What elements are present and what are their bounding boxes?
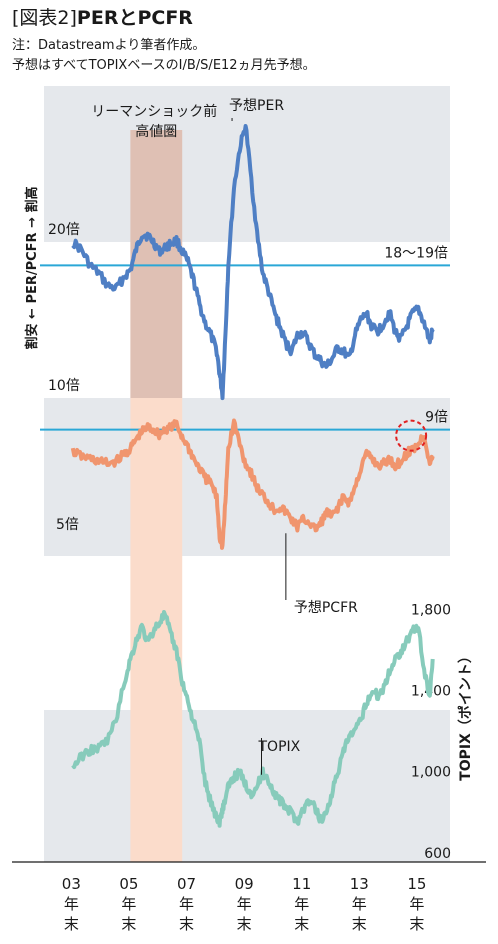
x-tick-end-2: 末	[179, 915, 194, 933]
lehman-label-line1: リーマンショック前	[91, 103, 217, 120]
x-tick-year-4: 年	[294, 895, 309, 913]
topix-tick-label-3: 600	[424, 846, 451, 862]
x-tick-number-4: 11	[292, 875, 311, 893]
forecast-note: 予想はすべてTOPIXベースのI/B/S/E12ヵ月先予想。	[12, 58, 316, 73]
topix-tick-label-2: 1,000	[411, 765, 451, 781]
x-tick-number-1: 05	[119, 875, 138, 893]
per-series-label: 予想PER	[229, 98, 284, 114]
x-tick-number-3: 09	[235, 875, 254, 893]
x-tick-number-0: 03	[62, 875, 81, 893]
x-tick-end-6: 末	[409, 915, 424, 933]
x-tick-year-1: 年	[121, 895, 136, 913]
x-tick-year-0: 年	[64, 895, 79, 913]
pcfr-series-line	[70, 418, 435, 550]
figure-heading: PERとPCFR	[76, 7, 193, 29]
x-tick-year-3: 年	[237, 895, 252, 913]
right-axis-title: TOPIX（ポイント）	[457, 649, 474, 781]
lehman-band-upper	[130, 130, 183, 398]
per-upper-band	[44, 86, 450, 242]
figure-title: [図表2]PERとPCFR	[12, 6, 193, 30]
pcfr-tick-label-0: 5倍	[56, 517, 79, 533]
x-tick-end-0: 末	[64, 915, 79, 933]
x-tick-number-5: 13	[350, 875, 369, 893]
x-tick-year-5: 年	[352, 895, 367, 913]
x-tick-end-3: 末	[237, 915, 252, 933]
x-tick-year-6: 年	[409, 895, 424, 913]
source-note: 注：Datastreamより筆者作成。	[12, 38, 206, 53]
topix-series-label: TOPIX	[258, 739, 301, 755]
pcfr-highlight-circle	[395, 419, 428, 452]
x-tick-number-2: 07	[177, 875, 196, 893]
topix-tick-label-0: 1,800	[411, 602, 451, 618]
pcfr-series-label: 予想PCFR	[294, 600, 358, 616]
pcfr-reference-label: 9倍	[425, 410, 448, 426]
x-tick-end-5: 末	[352, 915, 367, 933]
left-axis-title: 割安 ← PER/PCFR → 割高	[24, 186, 40, 349]
figure-number: [図表2]	[12, 7, 77, 29]
per-series-line	[71, 124, 435, 401]
lehman-label-line2: 高値圏	[135, 123, 177, 140]
x-tick-number-6: 15	[407, 875, 426, 893]
x-tick-year-2: 年	[179, 895, 194, 913]
per-tick-label-1: 10倍	[48, 378, 80, 394]
per-reference-label: 18〜19倍	[384, 245, 448, 261]
x-tick-end-1: 末	[121, 915, 136, 933]
topix-series-line	[71, 610, 435, 828]
pcfr-band	[44, 398, 450, 556]
x-tick-end-4: 末	[294, 915, 309, 933]
per-tick-label-0: 20倍	[48, 222, 80, 238]
